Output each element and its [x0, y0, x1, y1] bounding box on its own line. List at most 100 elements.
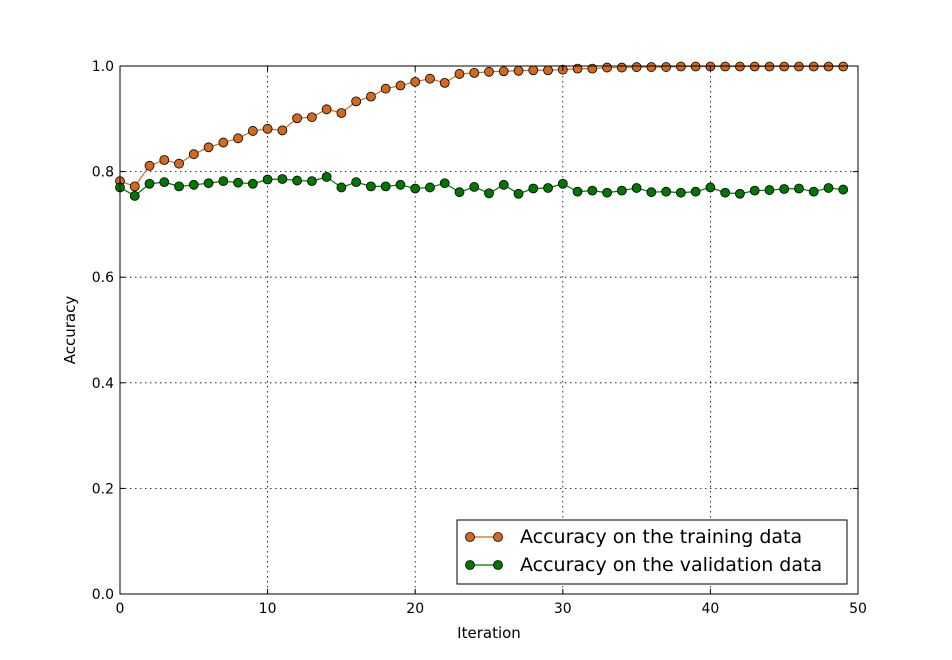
data-point-training: [366, 91, 376, 102]
data-point-validation: [764, 185, 775, 195]
x-tick-label: 30: [554, 601, 572, 617]
data-point-validation: [675, 187, 686, 198]
legend-label-validation: Accuracy on the validation data: [520, 554, 822, 576]
series-layer: [115, 61, 849, 201]
data-point-training: [764, 61, 775, 72]
data-point-validation: [631, 183, 642, 193]
legend-label-training: Accuracy on the training data: [520, 526, 802, 548]
data-point-training: [484, 66, 494, 77]
data-point-training: [469, 67, 480, 78]
data-point-validation: [292, 175, 303, 186]
data-point-validation: [646, 187, 657, 198]
data-point-validation: [690, 186, 701, 197]
x-tick-label: 20: [406, 601, 424, 617]
data-point-training: [129, 181, 140, 192]
legend-marker-validation: [465, 560, 475, 570]
data-point-training: [749, 61, 760, 72]
data-point-training: [351, 96, 362, 107]
data-point-training: [292, 113, 303, 124]
legend-marker-training: [493, 532, 503, 542]
data-point-validation: [543, 183, 553, 193]
data-point-validation: [306, 176, 317, 187]
data-point-validation: [203, 178, 214, 189]
data-point-validation: [808, 186, 819, 197]
data-point-validation: [439, 178, 450, 189]
data-point-validation: [602, 187, 612, 198]
data-point-validation: [838, 184, 849, 195]
data-point-training: [543, 65, 553, 76]
y-tick-label: 0.8: [92, 165, 114, 181]
legend-box: [456, 519, 848, 585]
data-point-validation: [557, 178, 568, 189]
data-point-training: [218, 137, 229, 148]
data-point-validation: [705, 182, 716, 193]
data-point-validation: [129, 190, 140, 201]
data-point-validation: [454, 187, 465, 198]
data-point-training: [395, 80, 406, 91]
data-point-training: [794, 61, 804, 72]
data-point-validation: [188, 179, 199, 190]
data-point-training: [572, 63, 583, 74]
data-point-training: [823, 61, 834, 72]
legend-marker-validation: [493, 560, 503, 570]
data-point-validation: [159, 177, 170, 188]
y-tick-label: 0.4: [92, 376, 114, 392]
data-point-validation: [498, 179, 509, 190]
data-point-training: [306, 112, 317, 123]
data-point-training: [661, 62, 672, 72]
legend: Accuracy on the training data Accuracy o…: [456, 519, 848, 585]
y-axis-title: Accuracy: [61, 296, 79, 365]
data-point-training: [690, 61, 701, 72]
data-point-training: [439, 77, 450, 88]
data-point-training: [233, 133, 243, 144]
data-point-validation: [425, 182, 435, 193]
data-point-training: [454, 69, 465, 79]
data-point-training: [188, 149, 199, 160]
data-point-training: [646, 62, 657, 72]
data-point-validation: [469, 182, 480, 192]
data-point-validation: [218, 176, 229, 187]
data-point-training: [321, 104, 332, 115]
data-point-training: [380, 83, 391, 94]
data-point-training: [498, 66, 509, 77]
data-point-validation: [779, 184, 790, 194]
data-point-training: [587, 63, 598, 74]
data-point-validation: [351, 177, 362, 188]
data-point-validation: [749, 185, 760, 196]
data-point-training: [735, 61, 745, 72]
data-point-validation: [735, 188, 745, 199]
data-point-validation: [410, 183, 421, 194]
data-point-training: [602, 62, 612, 73]
grid: [120, 66, 858, 594]
data-point-training: [616, 62, 627, 73]
data-point-training: [779, 61, 790, 72]
legend-marker-training: [465, 532, 475, 542]
data-point-training: [410, 76, 421, 87]
data-point-validation: [233, 177, 243, 188]
data-point-training: [720, 61, 731, 72]
data-point-validation: [616, 185, 627, 196]
data-point-validation: [513, 188, 524, 199]
data-point-validation: [277, 174, 288, 184]
legend-item-training: Accuracy on the training data: [465, 526, 802, 548]
y-tick-label: 0.0: [92, 587, 114, 603]
data-point-validation: [484, 188, 494, 199]
data-point-training: [144, 160, 155, 171]
x-tick-label: 10: [259, 601, 277, 617]
data-point-validation: [823, 183, 834, 193]
data-point-validation: [380, 181, 391, 192]
data-point-validation: [321, 171, 332, 182]
data-point-validation: [794, 183, 804, 194]
y-tick-label: 0.2: [92, 481, 114, 497]
data-point-training: [247, 126, 258, 136]
data-point-validation: [247, 178, 258, 189]
x-tick-label: 50: [849, 601, 867, 617]
data-point-validation: [395, 179, 406, 190]
data-point-validation: [661, 186, 672, 197]
data-point-validation: [262, 174, 273, 185]
data-point-training: [174, 158, 184, 169]
data-point-training: [631, 62, 642, 72]
data-point-training: [838, 61, 849, 72]
data-point-training: [262, 123, 273, 134]
data-point-validation: [336, 182, 347, 193]
